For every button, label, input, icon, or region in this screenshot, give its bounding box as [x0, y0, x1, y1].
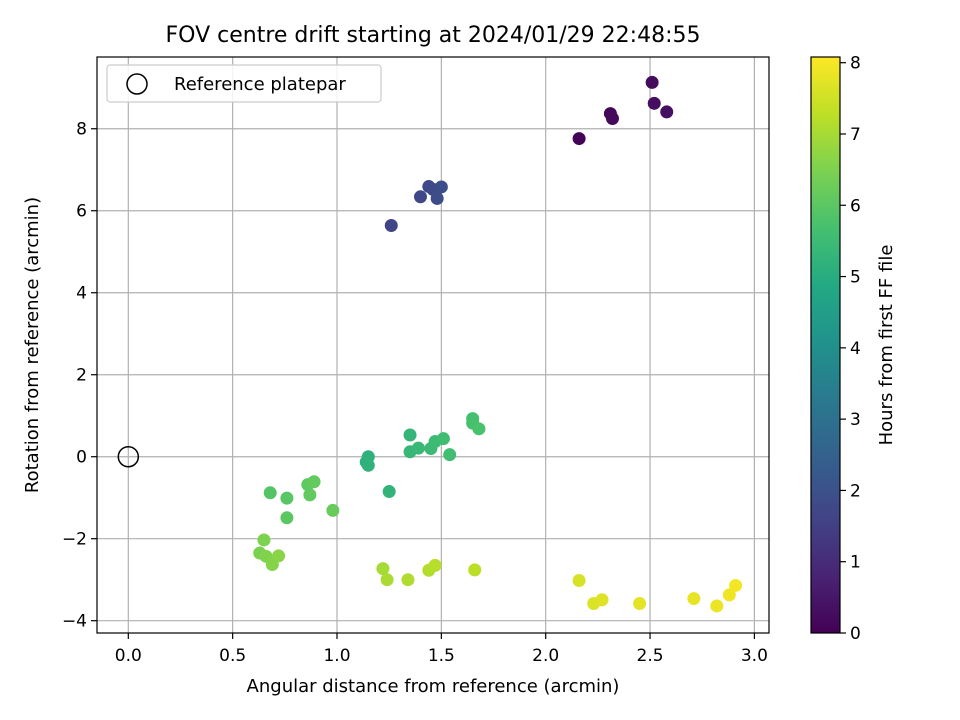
colorbar-tick-label: 1 — [850, 553, 861, 573]
data-point — [257, 533, 271, 547]
legend-marker-circle — [126, 73, 148, 95]
y-tick-label: −2 — [62, 530, 87, 550]
data-point — [595, 593, 609, 607]
y-tick-label: 4 — [76, 284, 87, 304]
data-point — [376, 562, 390, 576]
legend-label-reference: Reference platepar — [174, 74, 346, 95]
x-tick-label: 2.5 — [637, 646, 664, 666]
data-point — [443, 448, 457, 462]
data-point — [722, 588, 736, 602]
colorbar-label: Hours from first FF file — [876, 245, 897, 446]
data-point — [633, 596, 647, 610]
colorbar-tick-label: 5 — [850, 268, 861, 288]
data-point — [660, 105, 674, 119]
x-tick-label: 1.5 — [428, 646, 455, 666]
colorbar-tick-label: 3 — [850, 410, 861, 430]
colorbar-tick-label: 4 — [850, 339, 861, 359]
colorbar-tick-label: 7 — [850, 125, 861, 145]
colorbar-ticks: 0 1 2 3 4 5 6 7 8 — [840, 54, 861, 644]
legend-box — [106, 64, 382, 103]
reference-platepar-marker — [117, 445, 140, 468]
data-point — [687, 592, 701, 606]
data-point — [468, 563, 482, 577]
chart-title: FOV centre drift starting at 2024/01/29 … — [166, 23, 701, 48]
data-point — [434, 180, 448, 194]
data-point — [572, 132, 586, 146]
x-axis-ticks: 0.0 0.5 1.0 1.5 2.0 2.5 3.0 — [115, 633, 768, 666]
colorbar-tick-label: 8 — [850, 54, 861, 74]
data-point — [645, 75, 659, 89]
data-point — [411, 441, 425, 455]
colorbar-tick-label: 2 — [850, 481, 861, 501]
x-tick-label: 2.0 — [532, 646, 559, 666]
data-point — [280, 491, 294, 505]
data-point — [280, 511, 294, 525]
data-point — [729, 578, 743, 592]
data-point — [382, 485, 396, 499]
y-tick-label: 0 — [76, 448, 87, 468]
data-point — [413, 190, 427, 204]
data-point — [472, 422, 486, 436]
x-tick-label: 1.0 — [323, 646, 350, 666]
colorbar-tick-label: 0 — [850, 624, 861, 644]
y-axis-label: Rotation from reference (arcmin) — [22, 197, 43, 493]
data-point — [272, 549, 286, 563]
data-point — [710, 599, 724, 613]
data-point — [380, 573, 394, 587]
grid — [97, 57, 769, 633]
colorbar-gradient — [810, 56, 841, 634]
data-point — [428, 558, 442, 572]
y-tick-label: 6 — [76, 202, 87, 222]
reference-layer — [117, 445, 140, 468]
data-point — [263, 486, 277, 500]
x-axis-label: Angular distance from reference (arcmin) — [247, 676, 620, 697]
data-point — [361, 458, 375, 472]
x-tick-label: 0.0 — [115, 646, 142, 666]
data-point — [572, 574, 586, 588]
data-points — [253, 75, 743, 613]
data-point — [384, 218, 398, 232]
y-tick-label: 2 — [76, 366, 87, 386]
data-point — [303, 488, 317, 502]
data-point — [401, 573, 415, 587]
data-point — [605, 111, 619, 125]
x-tick-label: 0.5 — [219, 646, 246, 666]
data-point — [436, 432, 450, 446]
y-tick-label: 8 — [76, 120, 87, 140]
data-point — [647, 96, 661, 110]
data-point — [403, 428, 417, 442]
y-axis-ticks: −4 −2 0 2 4 6 8 — [62, 120, 97, 632]
plot-frame — [96, 56, 770, 634]
colorbar-tick-label: 6 — [850, 196, 861, 216]
y-tick-label: −4 — [62, 612, 87, 632]
legend: Reference platepar — [106, 64, 382, 103]
colorbar: 0 1 2 3 4 5 6 7 8 Hours from first FF file — [810, 54, 897, 644]
data-point — [430, 191, 444, 205]
x-tick-label: 3.0 — [741, 646, 768, 666]
data-point — [326, 503, 340, 517]
data-point — [307, 475, 321, 489]
